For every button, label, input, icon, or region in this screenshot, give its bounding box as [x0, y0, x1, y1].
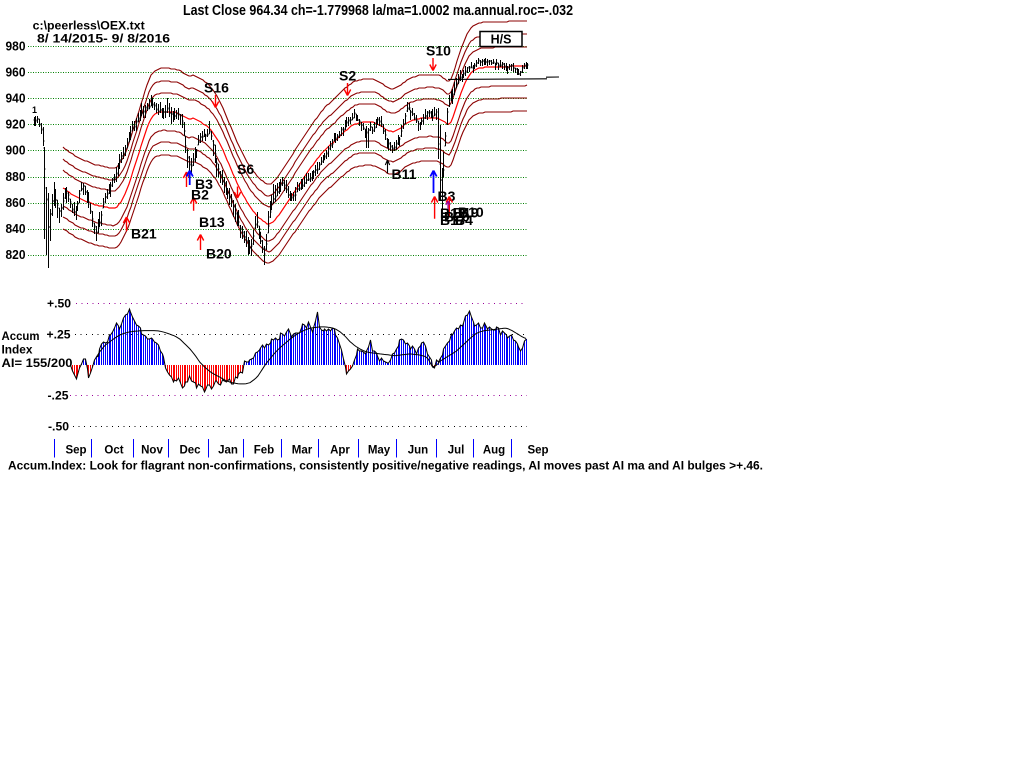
svg-text:980: 980 [6, 39, 26, 54]
svg-text:Last Close 964.34 ch=-1.779968: Last Close 964.34 ch=-1.779968 la/ma=1.0… [183, 3, 573, 19]
svg-text:960: 960 [6, 65, 26, 80]
svg-text:Mar: Mar [292, 444, 313, 456]
svg-text:Accum.Index: Look for flagrant: Accum.Index: Look for flagrant non-confi… [8, 460, 763, 472]
svg-text:Aug: Aug [483, 444, 505, 456]
svg-text:+.50: +.50 [47, 297, 71, 311]
svg-text:c:\peerless\OEX.txt: c:\peerless\OEX.txt [33, 19, 145, 33]
svg-text:Index: Index [2, 343, 33, 357]
svg-text:B20: B20 [206, 245, 232, 261]
svg-text:Sep: Sep [65, 444, 86, 456]
svg-text:May: May [368, 444, 391, 456]
svg-text:+.25: +.25 [47, 327, 71, 341]
svg-text:-.25: -.25 [48, 389, 69, 403]
svg-text:B17: B17 [440, 212, 466, 228]
svg-text:S2: S2 [339, 68, 356, 84]
svg-text:920: 920 [6, 117, 26, 132]
svg-text:Feb: Feb [254, 444, 274, 456]
svg-text:880: 880 [6, 169, 26, 184]
svg-text:B13: B13 [199, 214, 225, 230]
svg-text:Nov: Nov [141, 444, 163, 456]
svg-text:1: 1 [32, 105, 37, 115]
svg-text:Jan: Jan [218, 444, 238, 456]
svg-text:B11: B11 [392, 166, 417, 182]
svg-text:H/S: H/S [491, 33, 512, 47]
svg-text:B19: B19 [453, 205, 479, 221]
svg-text:B10: B10 [458, 204, 484, 220]
svg-text:B20: B20 [444, 209, 470, 225]
svg-text:Sep: Sep [527, 444, 548, 456]
svg-text:Dec: Dec [179, 444, 201, 456]
svg-text:820: 820 [6, 247, 26, 262]
svg-text:8/ 14/2015- 9/ 8/2016: 8/ 14/2015- 9/ 8/2016 [37, 31, 170, 45]
svg-text:B2: B2 [191, 187, 209, 203]
svg-text:B21: B21 [131, 225, 157, 241]
svg-text:AI= 155/200: AI= 155/200 [2, 356, 73, 370]
svg-text:Apr: Apr [330, 444, 350, 456]
svg-text:Oct: Oct [104, 444, 123, 456]
svg-text:Accum: Accum [2, 329, 40, 343]
svg-text:B3: B3 [195, 176, 213, 192]
svg-text:Jul: Jul [448, 444, 465, 456]
svg-text:S16: S16 [204, 80, 229, 96]
svg-text:Jun: Jun [408, 444, 428, 456]
svg-text:S10: S10 [426, 43, 451, 59]
svg-text:940: 940 [6, 91, 26, 106]
svg-text:S6: S6 [237, 161, 254, 177]
svg-text:-.50: -.50 [48, 420, 69, 434]
svg-text:B4: B4 [455, 212, 473, 228]
svg-text:900: 900 [6, 143, 26, 158]
svg-text:840: 840 [6, 221, 26, 236]
svg-text:860: 860 [6, 195, 26, 210]
svg-text:B12: B12 [440, 205, 466, 221]
